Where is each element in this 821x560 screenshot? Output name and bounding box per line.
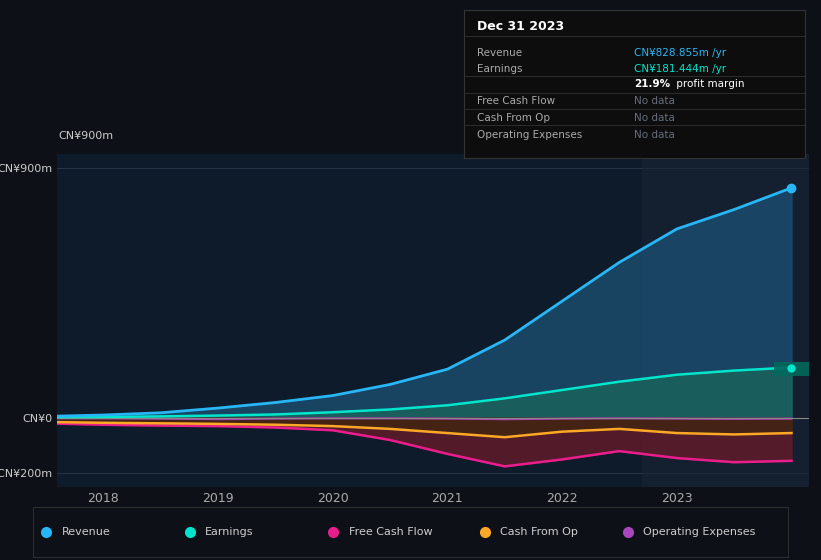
Text: Cash From Op: Cash From Op [500, 527, 577, 537]
Text: Free Cash Flow: Free Cash Flow [478, 96, 556, 106]
Bar [642, 154, 809, 487]
Text: CN¥181.444m /yr: CN¥181.444m /yr [635, 64, 727, 74]
Text: No data: No data [635, 130, 675, 140]
Text: profit margin: profit margin [673, 78, 745, 88]
Text: Cash From Op: Cash From Op [478, 113, 551, 123]
Text: Operating Expenses: Operating Expenses [478, 130, 583, 140]
Text: Revenue: Revenue [478, 48, 523, 58]
Text: Operating Expenses: Operating Expenses [643, 527, 755, 537]
Text: Dec 31 2023: Dec 31 2023 [478, 20, 565, 33]
Text: No data: No data [635, 113, 675, 123]
Text: Free Cash Flow: Free Cash Flow [349, 527, 432, 537]
Text: 21.9%: 21.9% [635, 78, 671, 88]
Text: CN¥828.855m /yr: CN¥828.855m /yr [635, 48, 727, 58]
Text: Earnings: Earnings [205, 527, 254, 537]
Text: No data: No data [635, 96, 675, 106]
Bar [774, 362, 809, 376]
Text: Earnings: Earnings [478, 64, 523, 74]
Text: Revenue: Revenue [62, 527, 110, 537]
Text: CN¥900m: CN¥900m [58, 130, 113, 141]
